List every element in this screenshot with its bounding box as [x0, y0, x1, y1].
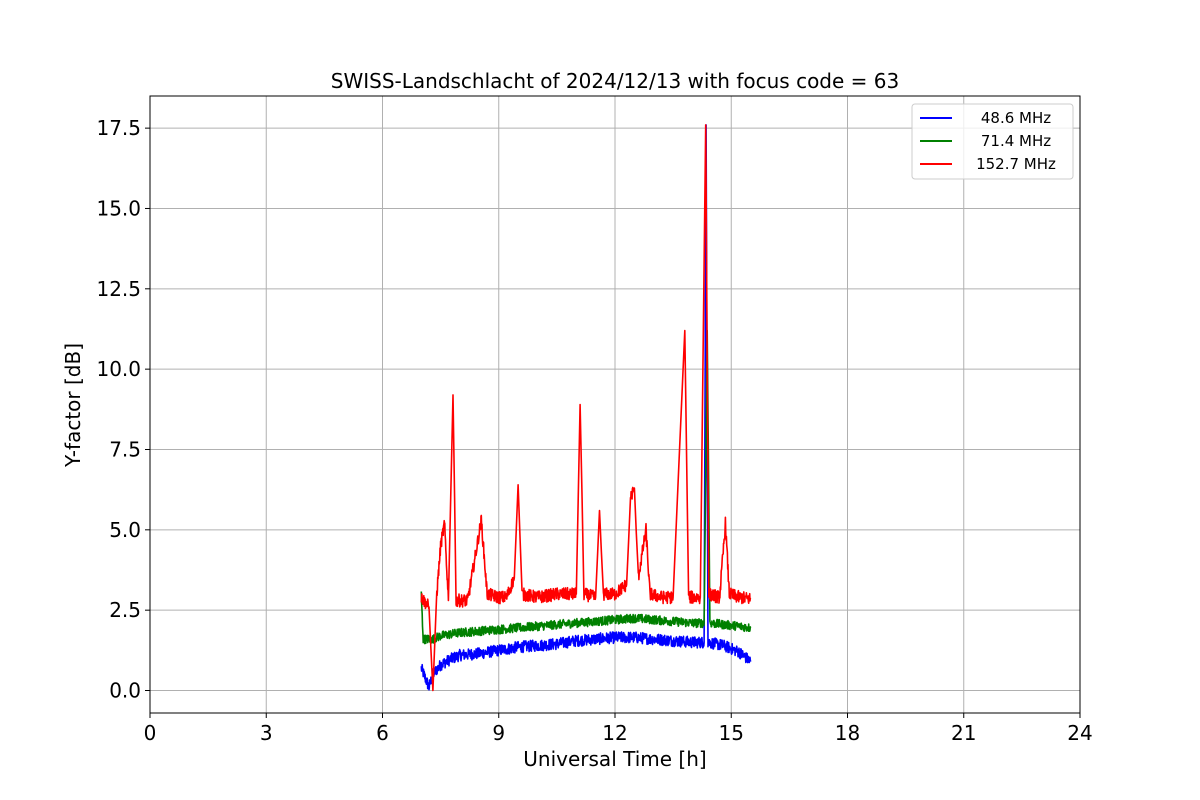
x-tick-label: 24: [1067, 721, 1092, 745]
y-tick-label: 7.5: [109, 437, 141, 461]
y-tick-label: 12.5: [96, 277, 141, 301]
legend: 48.6 MHz 71.4 MHz 152.7 MHz: [911, 103, 1074, 180]
x-tick-label: 3: [260, 721, 273, 745]
y-axis: 0.0 2.5 5.0 7.5 10.0 12.5 15.0 17.5: [96, 116, 150, 703]
x-tick-label: 15: [719, 721, 744, 745]
x-axis-label: Universal Time [h]: [523, 747, 706, 771]
x-tick-label: 9: [492, 721, 505, 745]
legend-box: [911, 103, 1074, 180]
x-tick-label: 18: [835, 721, 860, 745]
series-layer: [420, 124, 752, 692]
y-tick-label: 17.5: [96, 116, 141, 140]
y-tick-label: 0.0: [109, 679, 141, 703]
legend-label: 71.4 MHz: [981, 132, 1051, 150]
x-axis: 0 3 6 9 12 15 18 21 24: [144, 713, 1093, 745]
x-tick-label: 0: [144, 721, 157, 745]
series-line-2: [420, 124, 752, 692]
y-tick-label: 2.5: [109, 598, 141, 622]
y-tick-label: 5.0: [109, 518, 141, 542]
series-line-0: [420, 124, 752, 691]
y-axis-label: Y-factor [dB]: [61, 343, 85, 468]
y-tick-label: 15.0: [96, 196, 141, 220]
legend-label: 152.7 MHz: [976, 155, 1056, 173]
chart-title: SWISS-Landschlacht of 2024/12/13 with fo…: [331, 69, 899, 93]
legend-label: 48.6 MHz: [981, 109, 1051, 127]
x-tick-label: 6: [376, 721, 389, 745]
y-tick-label: 10.0: [96, 357, 141, 381]
series-line-1: [420, 329, 752, 645]
x-tick-label: 21: [951, 721, 976, 745]
x-tick-label: 12: [602, 721, 627, 745]
